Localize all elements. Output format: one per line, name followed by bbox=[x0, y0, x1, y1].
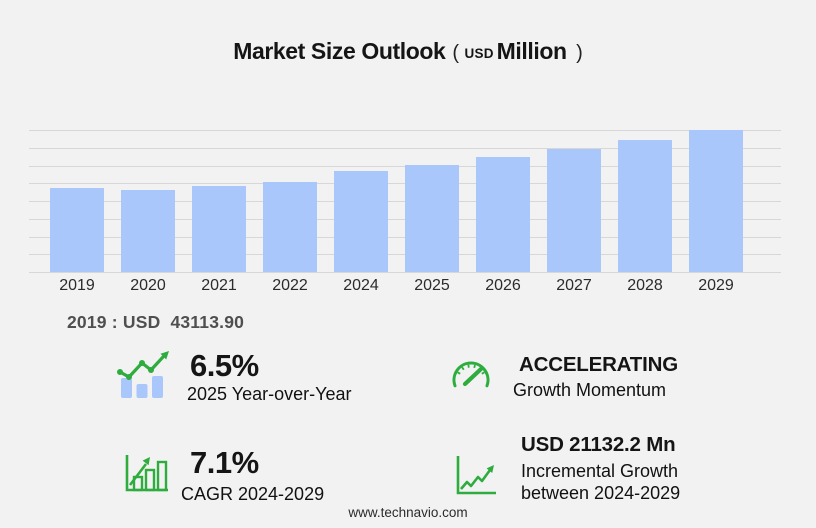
x-axis-label-2026: 2026 bbox=[485, 277, 521, 294]
gridline bbox=[29, 147, 781, 149]
bar-slot-2020 bbox=[121, 130, 175, 272]
base-year-value: 43113.90 bbox=[170, 312, 245, 332]
bar-2020 bbox=[121, 189, 175, 272]
bar-2021 bbox=[192, 185, 246, 272]
yoy-value: 6.5% bbox=[190, 348, 259, 383]
bar-2028 bbox=[618, 140, 672, 272]
x-axis-label-2027: 2027 bbox=[556, 277, 592, 294]
yoy-label: 2025 Year-over-Year bbox=[187, 384, 352, 404]
title-currency: USD bbox=[464, 46, 494, 61]
bar-slot-2022 bbox=[263, 130, 317, 272]
incremental-label-line2: between 2024-2029 bbox=[521, 483, 681, 503]
speedometer-icon bbox=[448, 356, 494, 395]
gridline bbox=[29, 130, 781, 131]
bar-series bbox=[50, 130, 743, 272]
cagr-value: 7.1% bbox=[190, 445, 259, 480]
momentum-label: Growth Momentum bbox=[513, 380, 667, 400]
cagr-label: CAGR 2024-2029 bbox=[181, 484, 325, 504]
bar-slot-2029 bbox=[689, 130, 743, 272]
bar-2019 bbox=[50, 187, 104, 272]
title-paren-open: ( bbox=[452, 42, 460, 64]
incremental-value: USD 21132.2 Mn bbox=[521, 433, 676, 456]
x-axis-label-2024: 2024 bbox=[343, 277, 379, 294]
x-axis-label-2019: 2019 bbox=[59, 277, 95, 294]
title-paren-close: ) bbox=[576, 42, 583, 64]
bar-slot-2025 bbox=[405, 130, 459, 272]
chart-title: Market Size Outlook ( USD Million ) bbox=[0, 38, 816, 65]
title-text: Market Size Outlook bbox=[233, 38, 446, 64]
title-unit: Million bbox=[496, 38, 567, 64]
incremental-label-line1: Incremental Growth bbox=[521, 461, 679, 481]
bar-slot-2027 bbox=[547, 130, 601, 272]
bar-slot-2026 bbox=[476, 130, 530, 272]
bar-slot-2024 bbox=[334, 130, 388, 272]
gridline bbox=[29, 272, 781, 273]
base-year-annotation: 2019 : USD 43113.90 bbox=[67, 312, 244, 333]
bar-2029 bbox=[689, 130, 743, 272]
x-axis-label-2028: 2028 bbox=[627, 277, 663, 294]
x-axis-label-2029: 2029 bbox=[698, 277, 734, 294]
x-axis-label-2025: 2025 bbox=[414, 277, 450, 294]
bar-2026 bbox=[476, 157, 530, 272]
bar-2024 bbox=[334, 171, 388, 272]
growth-bars-icon bbox=[122, 452, 170, 499]
bar-2027 bbox=[547, 149, 601, 272]
incremental-label: Incremental Growth between 2024-2029 bbox=[521, 460, 680, 504]
trend-axes-icon bbox=[452, 454, 498, 501]
x-axis-label-2022: 2022 bbox=[272, 277, 308, 294]
bar-slot-2021 bbox=[192, 130, 246, 272]
x-axis-label-2020: 2020 bbox=[130, 277, 166, 294]
bar-slot-2019 bbox=[50, 130, 104, 272]
base-year-prefix: 2019 : USD bbox=[67, 312, 161, 332]
momentum-value: ACCELERATING bbox=[519, 353, 678, 376]
bar-slot-2028 bbox=[618, 130, 672, 272]
bar-2025 bbox=[405, 164, 459, 272]
x-axis-labels: 2019 2020 2021 2022 2024 2025 2026 2027 2028 2029 bbox=[50, 277, 743, 295]
footer-url: www.technavio.com bbox=[348, 505, 468, 520]
x-axis-label-2021: 2021 bbox=[201, 277, 237, 294]
bar-chart-trend-icon bbox=[116, 350, 172, 403]
bar-2022 bbox=[263, 181, 317, 272]
